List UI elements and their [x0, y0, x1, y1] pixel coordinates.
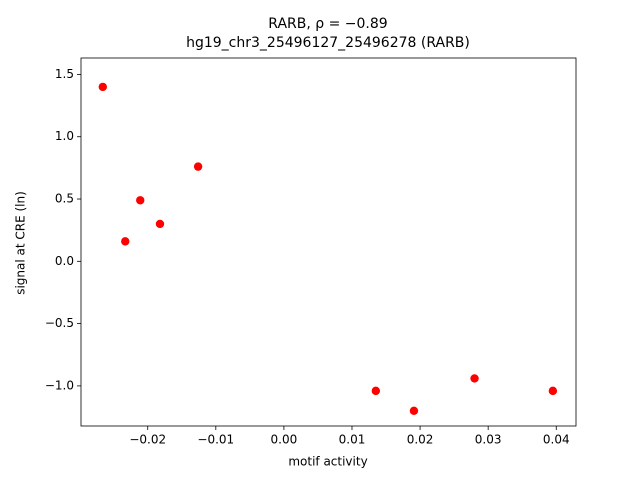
point [121, 237, 130, 246]
point [98, 82, 107, 92]
y-tick-label: −1.0 [45, 378, 74, 392]
x-tick-label: 0.03 [475, 433, 502, 447]
point [155, 219, 165, 229]
x-tick-label: 0.04 [543, 433, 570, 447]
x-tick-label: 0.02 [407, 433, 434, 447]
chart-subtitle: hg19_chr3_25496127_25496278 (RARB) [186, 35, 470, 51]
point [470, 374, 479, 383]
x-tick-label: −0.01 [197, 433, 234, 447]
chart-title: RARB, ρ = −0.89 [268, 16, 387, 32]
plot-frame [80, 57, 577, 427]
x-tick-label: 0.00 [271, 433, 298, 447]
point [409, 406, 419, 416]
point [136, 196, 145, 205]
x-tick-label: 0.01 [339, 433, 366, 447]
point [548, 386, 558, 396]
point [371, 386, 381, 396]
y-tick-label: 0.0 [55, 254, 74, 268]
point [193, 162, 203, 171]
y-tick-label: 1.5 [55, 67, 74, 81]
y-tick-label: 1.0 [55, 129, 74, 143]
y-tick-label: −0.5 [45, 316, 74, 330]
y-axis-label: signal at CRE (ln) [14, 191, 28, 295]
y-tick-label: 0.5 [55, 192, 74, 206]
x-axis-label: motif activity [288, 455, 367, 469]
x-tick-label: −0.02 [129, 433, 166, 447]
